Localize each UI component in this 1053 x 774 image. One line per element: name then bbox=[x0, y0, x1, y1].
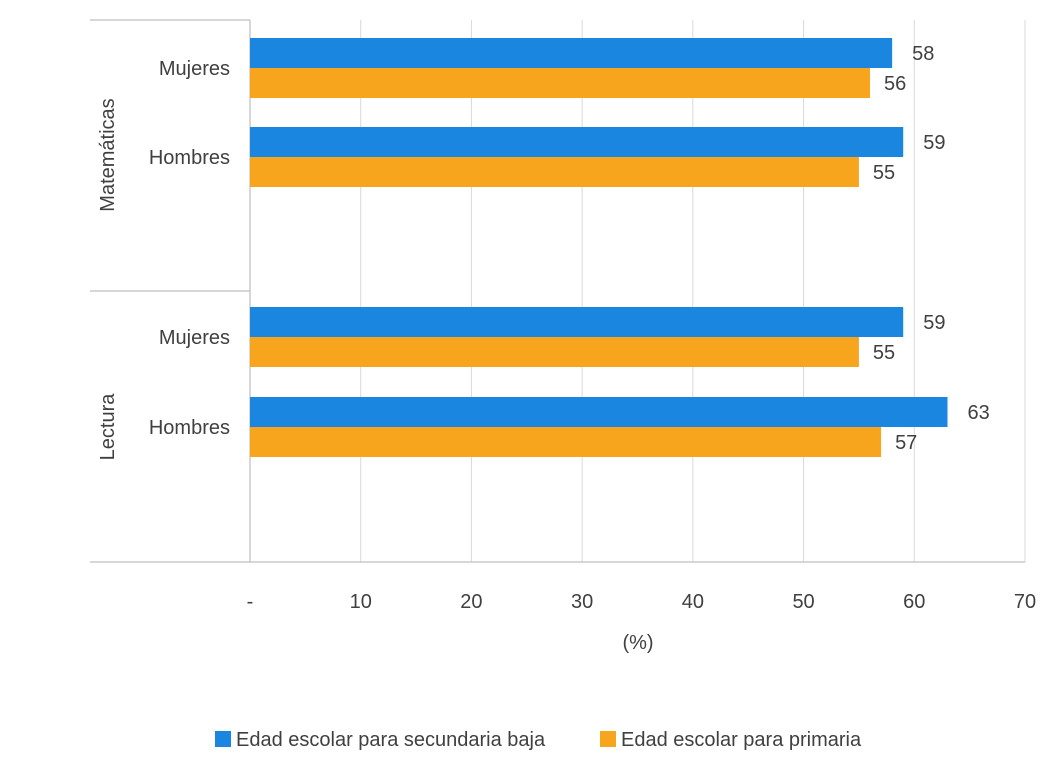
x-tick-label: 30 bbox=[571, 591, 593, 613]
bars bbox=[250, 38, 948, 457]
data-label: 57 bbox=[895, 432, 917, 454]
x-tick-label: 60 bbox=[903, 591, 925, 613]
legend-label: Edad escolar para secundaria baja bbox=[236, 729, 546, 751]
x-tick-label: - bbox=[247, 591, 254, 613]
bar bbox=[250, 427, 882, 457]
category-label: Mujeres bbox=[159, 58, 230, 80]
data-label: 55 bbox=[873, 342, 895, 364]
bar bbox=[250, 38, 893, 68]
category-label: Hombres bbox=[149, 147, 230, 169]
data-label: 59 bbox=[923, 132, 945, 154]
data-label: 59 bbox=[923, 312, 945, 334]
data-label: 56 bbox=[884, 73, 906, 95]
x-tick-label: 70 bbox=[1014, 591, 1036, 613]
chart-frame bbox=[90, 19, 1025, 563]
gridlines bbox=[360, 20, 1026, 562]
labels: - 10 20 30 40 50 60 70 Matemáticas Mujeres 58 56 Hom… bbox=[97, 43, 1036, 654]
category-label: Mujeres bbox=[159, 327, 230, 349]
data-label: 63 bbox=[968, 402, 990, 424]
bar bbox=[250, 307, 904, 337]
x-tick-label: 50 bbox=[792, 591, 814, 613]
x-tick-label: 20 bbox=[460, 591, 482, 613]
x-tick-label: 40 bbox=[682, 591, 704, 613]
group-label: Matemáticas bbox=[97, 98, 119, 211]
legend-label: Edad escolar para primaria bbox=[621, 729, 862, 751]
bar bbox=[250, 397, 948, 427]
legend-swatch bbox=[600, 731, 616, 747]
bar bbox=[250, 68, 870, 98]
data-label: 55 bbox=[873, 162, 895, 184]
data-label: 58 bbox=[912, 43, 934, 65]
bar bbox=[250, 337, 859, 367]
x-tick-label: 10 bbox=[350, 591, 372, 613]
x-axis-label: (%) bbox=[622, 632, 653, 654]
bar bbox=[250, 127, 904, 157]
legend-swatch bbox=[215, 731, 231, 747]
bar bbox=[250, 157, 859, 187]
group-label: Lectura bbox=[97, 393, 119, 461]
category-label: Hombres bbox=[149, 417, 230, 439]
legend: Edad escolar para secundaria baja Edad es… bbox=[215, 729, 862, 751]
